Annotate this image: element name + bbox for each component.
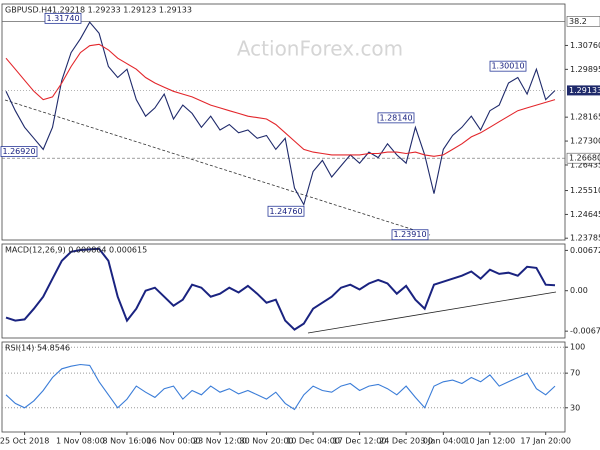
x-tick-label: 10 Jan 12:00 (465, 437, 516, 446)
annotation-label: 1.30010 (491, 62, 524, 71)
y-tick-label: 100 (570, 343, 585, 352)
y-tick-label: 70 (570, 369, 580, 378)
annotation-box (377, 112, 415, 124)
series-line (5, 21, 556, 207)
y-tick-label: 1.23785 (570, 234, 600, 243)
x-tick-label: 30 Nov 20:00 (240, 437, 294, 446)
panel-title: RSI(14) 54.8546 (5, 344, 70, 353)
annotation-label: 1.28140 (379, 113, 412, 122)
y-tick-label: 1.27300 (570, 137, 600, 146)
y-tick-label: 1.26435 (570, 160, 600, 169)
annotation-label: 1.23910 (393, 230, 426, 239)
level-box (566, 152, 600, 164)
y-tick-label: 30 (570, 403, 580, 412)
level-box (566, 16, 600, 27)
series-line (5, 247, 556, 331)
x-tick-label: 17 Jan 20:00 (520, 437, 571, 446)
annotation-box (44, 12, 82, 24)
x-tick-label: 1 Nov 08:00 (56, 437, 105, 446)
trend-line (4, 99, 431, 236)
x-tick-label: 16 Nov 00:00 (147, 437, 201, 446)
x-tick-label: 24 Dec 20:00 (379, 437, 433, 446)
x-tick-label: 25 Oct 2018 (0, 437, 49, 446)
x-tick-label: 8 Nov 16:00 (103, 437, 152, 446)
panel-frame (1, 3, 566, 241)
annotation-label: 1.31740 (46, 14, 79, 23)
annotation-box (489, 60, 527, 72)
panel-title: MACD(12,26,9) 0.000864 0.000615 (5, 246, 147, 255)
x-tick-label: 17 Dec 12:00 (333, 437, 387, 446)
level-label: 1.26680 (569, 154, 600, 163)
panel-subtitle: 1.29218 1.29233 1.29123 1.29133 (52, 6, 192, 15)
y-tick-label: 1.25510 (570, 186, 600, 195)
trend-line (307, 291, 557, 334)
y-tick-label: 1.24645 (570, 210, 600, 219)
x-tick-label: 23 Nov 12:00 (193, 437, 247, 446)
y-tick-label: 1.30760 (570, 41, 600, 50)
annotation-label: 1.26920 (2, 147, 35, 156)
level-label: 38.2 (569, 17, 587, 26)
y-tick-label: 0.00 (570, 286, 588, 295)
annotation-box (391, 229, 429, 241)
panel-frame (1, 243, 566, 339)
panel-frame (1, 341, 566, 433)
annotation-box (0, 146, 38, 157)
x-tick-label: 3 Jan 04:00 (421, 437, 467, 446)
y-tick-label: 1.28165 (570, 113, 600, 122)
annotation-box (267, 205, 305, 217)
y-tick-label: -0.006758 (570, 327, 600, 336)
last-price-label: 1.29133 (569, 86, 600, 95)
y-tick-label: 0.006729 (570, 246, 600, 255)
annotation-label: 1.24760 (269, 207, 302, 216)
series-line (5, 363, 556, 411)
watermark: ActionForex.com (237, 37, 403, 61)
panel-title: GBPUSD.H4 (5, 6, 52, 15)
series-line (5, 43, 556, 157)
y-tick-label: 1.29895 (570, 65, 600, 74)
last-price-box (567, 85, 600, 96)
x-tick-label: 10 Dec 04:00 (286, 437, 340, 446)
